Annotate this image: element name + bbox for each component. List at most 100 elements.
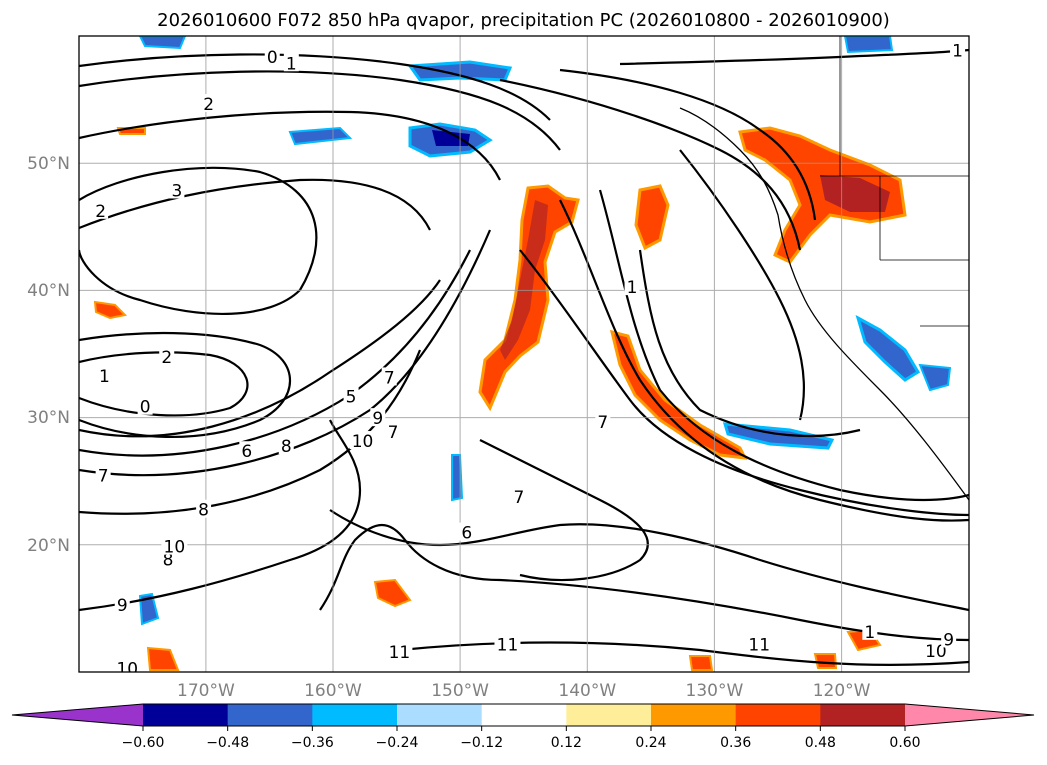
lon-label-150: 150°W — [431, 681, 489, 701]
contour-label: 9 — [117, 596, 128, 616]
precip-band-central-core — [500, 200, 548, 360]
contour-label: 11 — [389, 643, 411, 663]
lon-label-140: 140°W — [558, 681, 616, 701]
contour-label: 9 — [372, 409, 383, 429]
contour-label: 11 — [748, 636, 770, 656]
coastline — [679, 107, 969, 501]
precip-neg-mid — [451, 454, 464, 502]
colorbar-segment — [651, 704, 737, 726]
precip-blob-s2 — [688, 655, 714, 671]
precip-neg-topright — [843, 36, 894, 54]
contour-label: 1 — [99, 367, 110, 387]
contour-label: 7 — [597, 413, 608, 433]
contour-label-bg — [595, 411, 611, 430]
colorbar-tick-label: 0.48 — [805, 735, 836, 751]
contour-label-bg — [370, 408, 386, 427]
precip-neg-coast2 — [918, 363, 952, 392]
contour-label: 10 — [164, 538, 186, 558]
contour-label: 7 — [388, 423, 399, 443]
precip-blob-s3 — [813, 653, 838, 669]
map-frame — [78, 35, 970, 673]
contour-label: 6 — [241, 442, 252, 462]
contour-label: 7 — [98, 466, 109, 486]
chart-title: 2026010600 F072 850 hPa qvapor, precipit… — [157, 10, 890, 31]
colorbar-segment — [312, 704, 398, 726]
contour-label: 0 — [267, 48, 278, 68]
precip-blob-south — [373, 578, 412, 608]
precip-blob-sw — [146, 646, 180, 671]
colorbar-segment — [397, 704, 483, 726]
colorbar-tick-label: 0.60 — [889, 735, 920, 751]
contour-label-bg — [196, 499, 212, 518]
contour-label: 5 — [346, 388, 357, 408]
state-borders — [820, 36, 969, 327]
contour-lines — [79, 48, 969, 666]
lat-label-30: 30°N — [27, 408, 70, 428]
contour-label-bg — [349, 431, 376, 450]
precip-neg-nw2 — [288, 126, 353, 146]
contour-label: 6 — [461, 524, 472, 544]
lat-label-20: 20°N — [27, 536, 70, 556]
contour-label: 7 — [514, 488, 525, 508]
contour-label-bg — [278, 436, 294, 455]
precip-pnw — [738, 126, 907, 264]
colorbar-tick-label: −0.48 — [206, 735, 249, 751]
colorbar-extend-high — [905, 704, 1034, 726]
contour-label: 11 — [497, 636, 519, 656]
contour-label-bg — [511, 487, 527, 506]
colorbar-segment — [820, 704, 906, 726]
contour-label-bg — [459, 522, 475, 541]
contour-label: 9 — [943, 630, 954, 650]
colorbar-segment — [227, 704, 313, 726]
precip-neg-coast — [855, 314, 921, 382]
lon-label-130: 130°W — [686, 681, 744, 701]
contour-label: 1 — [627, 278, 638, 298]
contour-label-bg — [239, 441, 255, 460]
colorbar-ticks: −0.60 −0.48 −0.36 −0.24 −0.12 0.12 0.24 0.36 0.4… — [122, 726, 921, 751]
contour-label: 2 — [161, 348, 172, 368]
colorbar-tick-label: −0.60 — [122, 735, 165, 751]
colorbar-tick-label: 0.12 — [551, 735, 582, 751]
contour-label: 1 — [286, 54, 297, 74]
precip-neg-topleft — [138, 36, 187, 50]
colorbar-segment — [735, 704, 821, 726]
lon-label-170: 170°W — [177, 681, 235, 701]
contour-label: 7 — [384, 368, 395, 388]
contour-label: 10 — [116, 660, 138, 680]
colorbar-tick-label: −0.36 — [291, 735, 334, 751]
contour-label-bg — [746, 634, 773, 653]
contour-label-bg — [169, 180, 185, 199]
contour-label-bg — [283, 53, 299, 72]
contour-label-bg — [494, 634, 521, 653]
colorbar-tick-label: 0.24 — [635, 735, 666, 751]
contour-label-bg — [114, 595, 130, 614]
contour-label-bg — [941, 629, 957, 648]
colorbar-extend-low — [12, 704, 143, 726]
latitude-labels: 50°N 40°N 30°N 20°N — [27, 154, 70, 556]
contour-label-bg — [343, 386, 359, 405]
precip-blob-east-north — [634, 184, 670, 251]
contour-label-bg — [159, 347, 175, 366]
contour-label: 0 — [140, 398, 151, 418]
contour-label: 2 — [203, 95, 214, 115]
contour-label: 8 — [163, 550, 174, 570]
contour-label: 1 — [864, 623, 875, 643]
colorbar-segment — [481, 704, 567, 726]
colorbar-tick-label: −0.12 — [460, 735, 503, 751]
colorbar-segment — [566, 704, 652, 726]
lat-label-40: 40°N — [27, 281, 70, 301]
contour-label-bg — [95, 465, 111, 484]
contour-label: 1 — [952, 42, 963, 62]
colorbar: −0.60 −0.48 −0.36 −0.24 −0.12 0.12 0.24 0.36 0.4… — [11, 703, 1035, 751]
colorbar-tick-label: 0.36 — [720, 735, 751, 751]
contour-label-bg — [264, 46, 280, 65]
contour-label: 8 — [281, 437, 292, 457]
colorbar-segments — [11, 703, 1035, 727]
longitude-labels: 170°W 160°W 150°W 140°W 130°W 120°W — [177, 681, 871, 701]
precipitation-fill-layer — [93, 36, 952, 671]
contour-label-bg — [201, 93, 217, 112]
contour-label-bg — [161, 536, 188, 555]
colorbar-tick-label: −0.24 — [376, 735, 419, 751]
